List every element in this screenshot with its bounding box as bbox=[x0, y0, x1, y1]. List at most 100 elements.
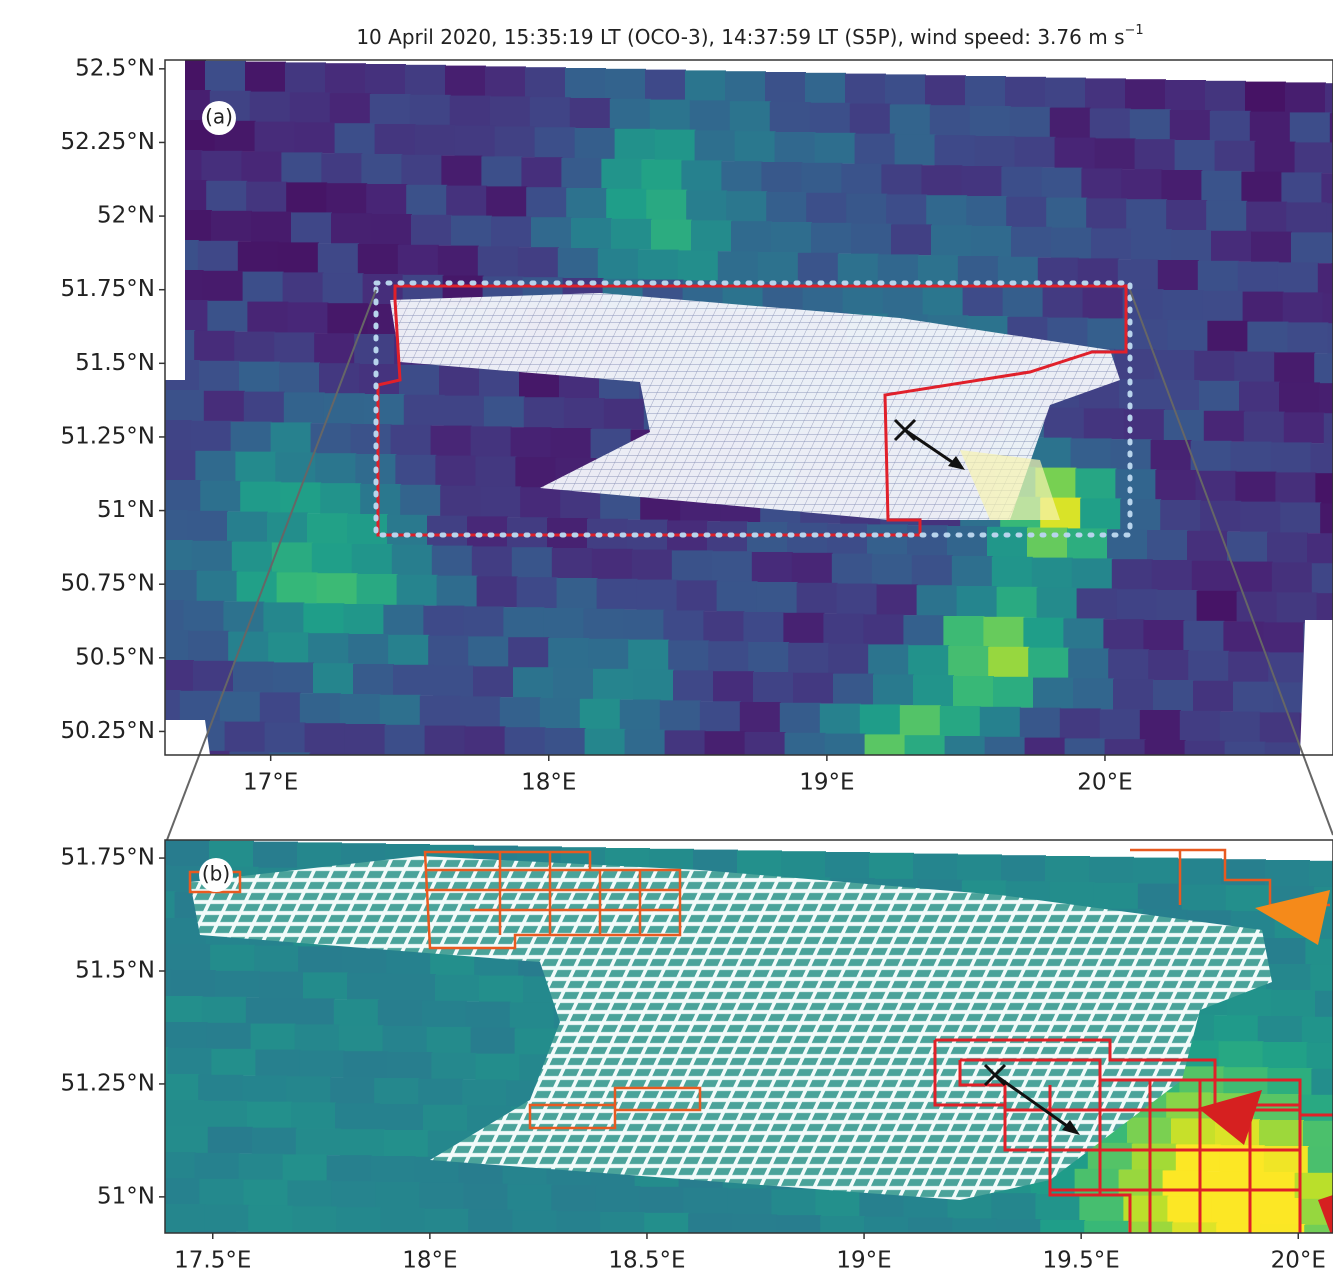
map-cell bbox=[361, 154, 402, 185]
map-cell bbox=[708, 641, 749, 672]
map-cell bbox=[891, 224, 932, 255]
map-cell bbox=[192, 541, 233, 572]
map-cell bbox=[792, 553, 833, 584]
map-cell bbox=[115, 449, 156, 480]
map-cell bbox=[300, 693, 341, 724]
map-cell bbox=[521, 157, 562, 188]
map-cell bbox=[374, 1078, 419, 1105]
map-cell bbox=[274, 332, 315, 363]
map-cell bbox=[435, 975, 480, 1002]
map-cell bbox=[232, 542, 273, 573]
map-cell bbox=[605, 69, 646, 100]
map-cell bbox=[935, 135, 976, 166]
map-cell bbox=[1319, 383, 1333, 414]
map-cell bbox=[255, 1050, 300, 1077]
map-cell bbox=[570, 98, 611, 129]
map-cell bbox=[331, 213, 372, 244]
map-cell bbox=[763, 1241, 808, 1268]
map-cell bbox=[279, 1232, 324, 1259]
map-cell bbox=[815, 1190, 860, 1217]
map-cell bbox=[551, 428, 592, 459]
map-cell bbox=[1327, 323, 1333, 354]
map-cell bbox=[1302, 1017, 1333, 1044]
map-cell bbox=[961, 166, 1002, 197]
map-cell bbox=[206, 181, 247, 212]
map-cell bbox=[931, 225, 972, 256]
map-cell bbox=[351, 424, 392, 455]
map-cell bbox=[1157, 590, 1198, 621]
map-cell bbox=[863, 614, 904, 645]
map-cell bbox=[1071, 438, 1112, 469]
map-cell bbox=[1147, 530, 1188, 561]
map-cell bbox=[971, 226, 1012, 257]
map-cell bbox=[1180, 711, 1221, 742]
y-tick-label: 51.75°N bbox=[60, 276, 155, 302]
map-cell bbox=[1258, 1016, 1303, 1043]
map-cell bbox=[1132, 1144, 1177, 1171]
map-cell bbox=[353, 664, 394, 695]
map-cell bbox=[845, 74, 886, 105]
map-cell bbox=[1087, 318, 1128, 349]
map-cell bbox=[556, 1211, 601, 1238]
map-cell bbox=[405, 65, 446, 96]
map-cell bbox=[1112, 559, 1153, 590]
map-cell bbox=[336, 1207, 381, 1234]
map-cell bbox=[423, 1105, 468, 1132]
map-cell bbox=[1124, 409, 1165, 440]
map-cell bbox=[1298, 1095, 1333, 1122]
map-cell bbox=[825, 734, 866, 765]
map-cell bbox=[511, 427, 552, 458]
map-cell bbox=[120, 1125, 165, 1152]
map-cell bbox=[908, 645, 949, 676]
map-cell bbox=[286, 182, 327, 213]
map-cell bbox=[668, 640, 709, 671]
map-cell bbox=[1326, 203, 1333, 234]
map-cell bbox=[721, 161, 762, 192]
map-cell bbox=[1080, 498, 1121, 529]
map-cell bbox=[203, 1101, 248, 1128]
map-cell bbox=[330, 1077, 375, 1104]
y-tick-label: 52.5°N bbox=[75, 55, 155, 81]
map-cell bbox=[1095, 138, 1136, 169]
map-cell bbox=[451, 216, 492, 247]
map-cell bbox=[194, 331, 235, 362]
map-cell bbox=[437, 576, 478, 607]
map-cell bbox=[291, 1102, 336, 1129]
map-cell bbox=[1204, 411, 1245, 442]
map-cell bbox=[907, 525, 948, 556]
map-cell bbox=[1312, 563, 1333, 594]
map-cell bbox=[947, 526, 988, 557]
map-cell bbox=[463, 1184, 508, 1211]
map-cell bbox=[600, 1212, 645, 1239]
title: 10 April 2020, 15:35:19 LT (OCO-3), 14:3… bbox=[356, 23, 1143, 49]
map-cell bbox=[1011, 227, 1052, 258]
map-cell bbox=[246, 998, 291, 1025]
map-cell bbox=[1125, 79, 1166, 110]
map-cell bbox=[100, 689, 141, 720]
map-cell bbox=[295, 122, 336, 153]
map-cell bbox=[1094, 883, 1139, 910]
map-cell bbox=[650, 100, 691, 131]
map-cell bbox=[1085, 78, 1126, 109]
map-cell bbox=[1287, 322, 1328, 353]
map-cell bbox=[727, 1188, 772, 1215]
map-cell bbox=[1201, 171, 1242, 202]
map-cell bbox=[1006, 197, 1047, 228]
map-cell bbox=[1075, 468, 1116, 499]
map-cell bbox=[1115, 1248, 1160, 1275]
map-cell bbox=[335, 1103, 380, 1130]
map-cell bbox=[963, 286, 1004, 317]
map-cell bbox=[263, 602, 304, 633]
map-cell bbox=[552, 548, 593, 579]
map-cell bbox=[992, 557, 1033, 588]
map-cell bbox=[1154, 350, 1195, 381]
map-cell bbox=[309, 753, 350, 784]
map-cell bbox=[1143, 620, 1184, 651]
map-cell bbox=[1037, 588, 1078, 619]
map-cell bbox=[726, 191, 767, 222]
map-cell bbox=[432, 546, 473, 577]
map-cell bbox=[1311, 1069, 1333, 1096]
map-cell bbox=[1045, 856, 1090, 883]
map-cell bbox=[926, 195, 967, 226]
map-cell bbox=[1100, 709, 1141, 740]
